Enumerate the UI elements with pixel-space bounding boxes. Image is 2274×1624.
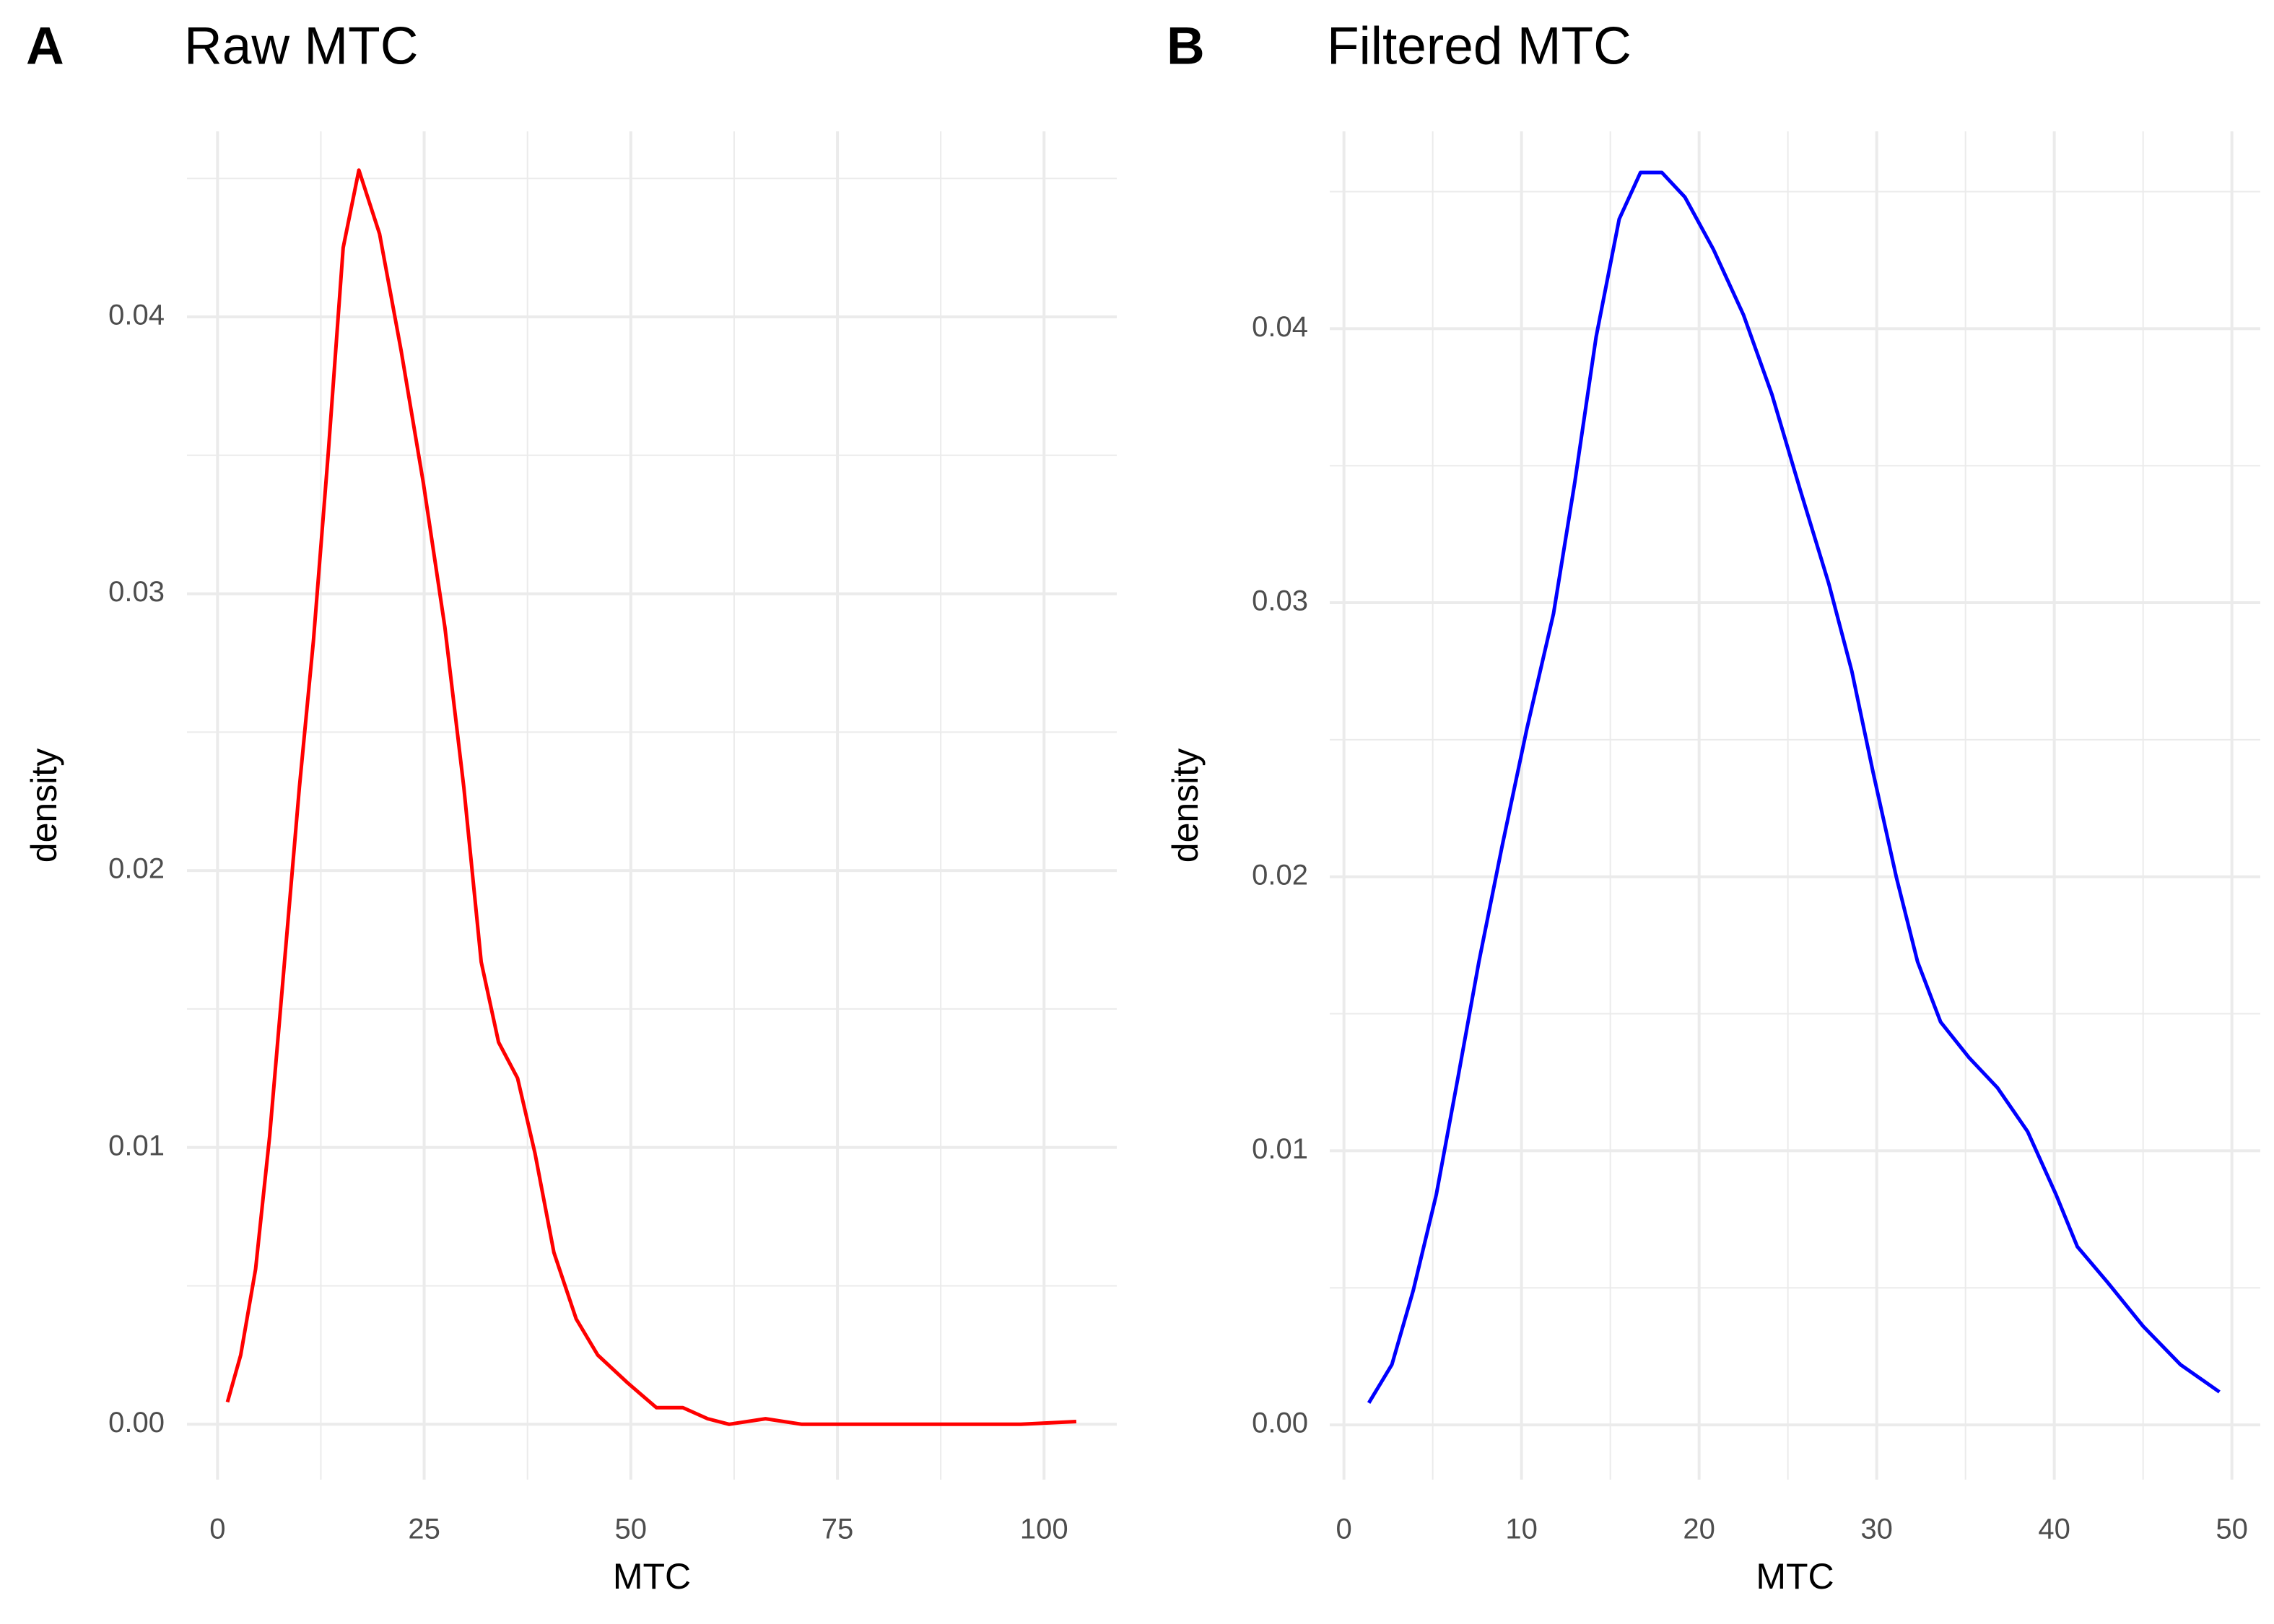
y-axis-label: density <box>24 748 64 863</box>
x-tick-label: 40 <box>2038 1514 2070 1545</box>
y-tick-label: 0.00 <box>1252 1407 1308 1439</box>
y-tick-label: 0.03 <box>1252 585 1308 617</box>
x-tick-label: 0 <box>1336 1514 1352 1545</box>
chart-title: Filtered MTC <box>1327 17 1632 75</box>
x-tick-label: 50 <box>2216 1514 2248 1545</box>
x-tick-label: 75 <box>822 1514 854 1545</box>
panel-tag: B <box>1167 17 1205 75</box>
y-tick-label: 0.01 <box>1252 1133 1308 1165</box>
x-tick-label: 100 <box>1020 1514 1068 1545</box>
y-tick-label: 0.02 <box>108 853 165 885</box>
y-tick-label: 0.02 <box>1252 859 1308 891</box>
x-tick-label: 0 <box>209 1514 225 1545</box>
y-tick-label: 0.04 <box>1252 311 1308 343</box>
x-axis-label: MTC <box>613 1556 691 1597</box>
density-line <box>1367 170 2221 1404</box>
x-axis-label: MTC <box>1756 1556 1834 1597</box>
y-tick-label: 0.01 <box>108 1130 165 1161</box>
x-tick-label: 10 <box>1505 1514 1538 1545</box>
x-tick-label: 50 <box>615 1514 648 1545</box>
x-tick-label: 30 <box>1860 1514 1893 1545</box>
y-tick-label: 0.03 <box>108 576 165 608</box>
y-axis-label: density <box>1165 748 1206 863</box>
chart-title: Raw MTC <box>184 17 418 75</box>
y-tick-label: 0.00 <box>108 1407 165 1439</box>
panel-tag: A <box>26 17 64 75</box>
x-tick-label: 25 <box>408 1514 440 1545</box>
x-tick-label: 20 <box>1683 1514 1715 1545</box>
density-line <box>225 168 1077 1426</box>
y-tick-label: 0.04 <box>108 300 165 331</box>
